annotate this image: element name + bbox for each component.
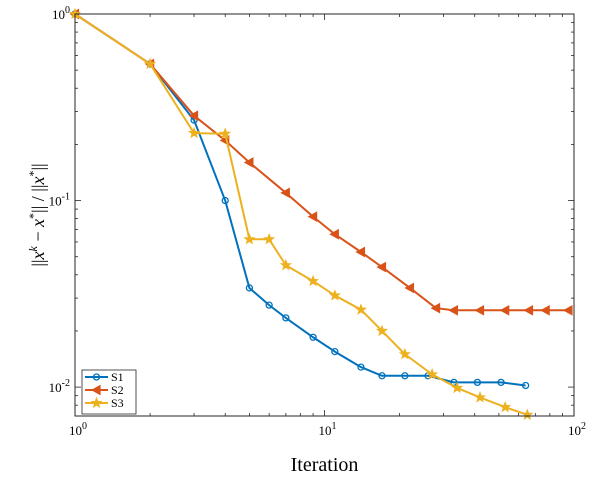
- data-point-s2: [523, 304, 534, 316]
- data-point-s1: [473, 378, 482, 387]
- series-layer: [68, 7, 573, 420]
- series-s3: [68, 7, 534, 420]
- data-point-s3: [398, 347, 411, 360]
- data-point-s3: [521, 408, 534, 420]
- data-point-s1: [401, 372, 409, 380]
- data-point-s2: [562, 304, 573, 316]
- data-point-s2: [355, 246, 366, 258]
- y-tick-label: 10-1: [49, 192, 70, 209]
- data-point-s3: [279, 258, 292, 271]
- data-point-s1: [309, 333, 317, 341]
- data-point-s2: [540, 304, 550, 316]
- legend-label: S2: [111, 383, 124, 397]
- x-tick-label: 102: [568, 421, 586, 438]
- data-point-s2: [474, 304, 485, 316]
- legend-entry-s2: S2: [85, 383, 124, 397]
- x-tick-label: 100: [69, 421, 87, 438]
- tick-layer: [74, 13, 575, 416]
- data-point-s1: [221, 196, 229, 205]
- data-point-s2: [329, 228, 339, 240]
- data-point-s3: [499, 400, 512, 413]
- data-point-s2: [188, 110, 199, 122]
- data-point-s3: [144, 57, 157, 70]
- data-point-s1: [245, 284, 254, 292]
- data-point-s1: [331, 347, 339, 356]
- data-point-s3: [354, 303, 368, 315]
- data-point-s3: [219, 127, 232, 139]
- data-point-s3: [243, 232, 256, 245]
- data-point-s2: [430, 302, 441, 314]
- legend-label: S3: [111, 396, 124, 410]
- y-axis-label: ||xk − x*|| / ||x*||: [26, 163, 48, 266]
- data-point-s3: [307, 274, 320, 287]
- data-point-s1: [265, 301, 273, 309]
- data-point-s1: [497, 378, 505, 387]
- x-tick-label: 101: [319, 421, 337, 438]
- data-point-s2: [404, 282, 415, 294]
- data-point-s1: [282, 314, 290, 322]
- data-point-s2: [243, 157, 254, 168]
- data-point-s2: [307, 211, 318, 222]
- data-point-s2: [448, 304, 458, 316]
- x-axis-label: Iteration: [291, 454, 359, 476]
- data-point-s2: [280, 187, 290, 199]
- data-point-s3: [187, 126, 201, 139]
- legend-marker: [90, 396, 103, 409]
- data-point-s1: [521, 381, 530, 390]
- data-point-s3: [451, 381, 464, 394]
- data-point-s2: [376, 261, 387, 273]
- tick-label-layer: 100 101 102 10-2 10-1 100: [49, 5, 586, 438]
- data-point-s3: [328, 289, 341, 301]
- data-point-s2: [499, 304, 510, 316]
- legend-entry-s3: S3: [85, 396, 124, 410]
- legend-marker: [90, 384, 101, 396]
- data-point-s1: [378, 372, 386, 380]
- data-point-s3: [375, 324, 389, 337]
- legend-marker: [92, 373, 101, 381]
- series-s1: [71, 10, 530, 390]
- plot-area: [75, 14, 574, 416]
- data-point-s3: [426, 368, 439, 380]
- y-tick-label: 100: [52, 5, 70, 22]
- series-s2: [69, 8, 573, 316]
- y-tick-label: 10-2: [49, 378, 70, 395]
- svg-text:||xk − x*|| / ||x*||: ||xk − x*|| / ||x*||: [26, 163, 48, 266]
- series-line-s1: [74, 13, 526, 387]
- legend-label: S1: [111, 370, 124, 384]
- legend-entry-s1: S1: [85, 370, 124, 384]
- data-point-s3: [473, 391, 487, 403]
- data-point-s3: [263, 232, 276, 245]
- data-point-s1: [357, 363, 365, 371]
